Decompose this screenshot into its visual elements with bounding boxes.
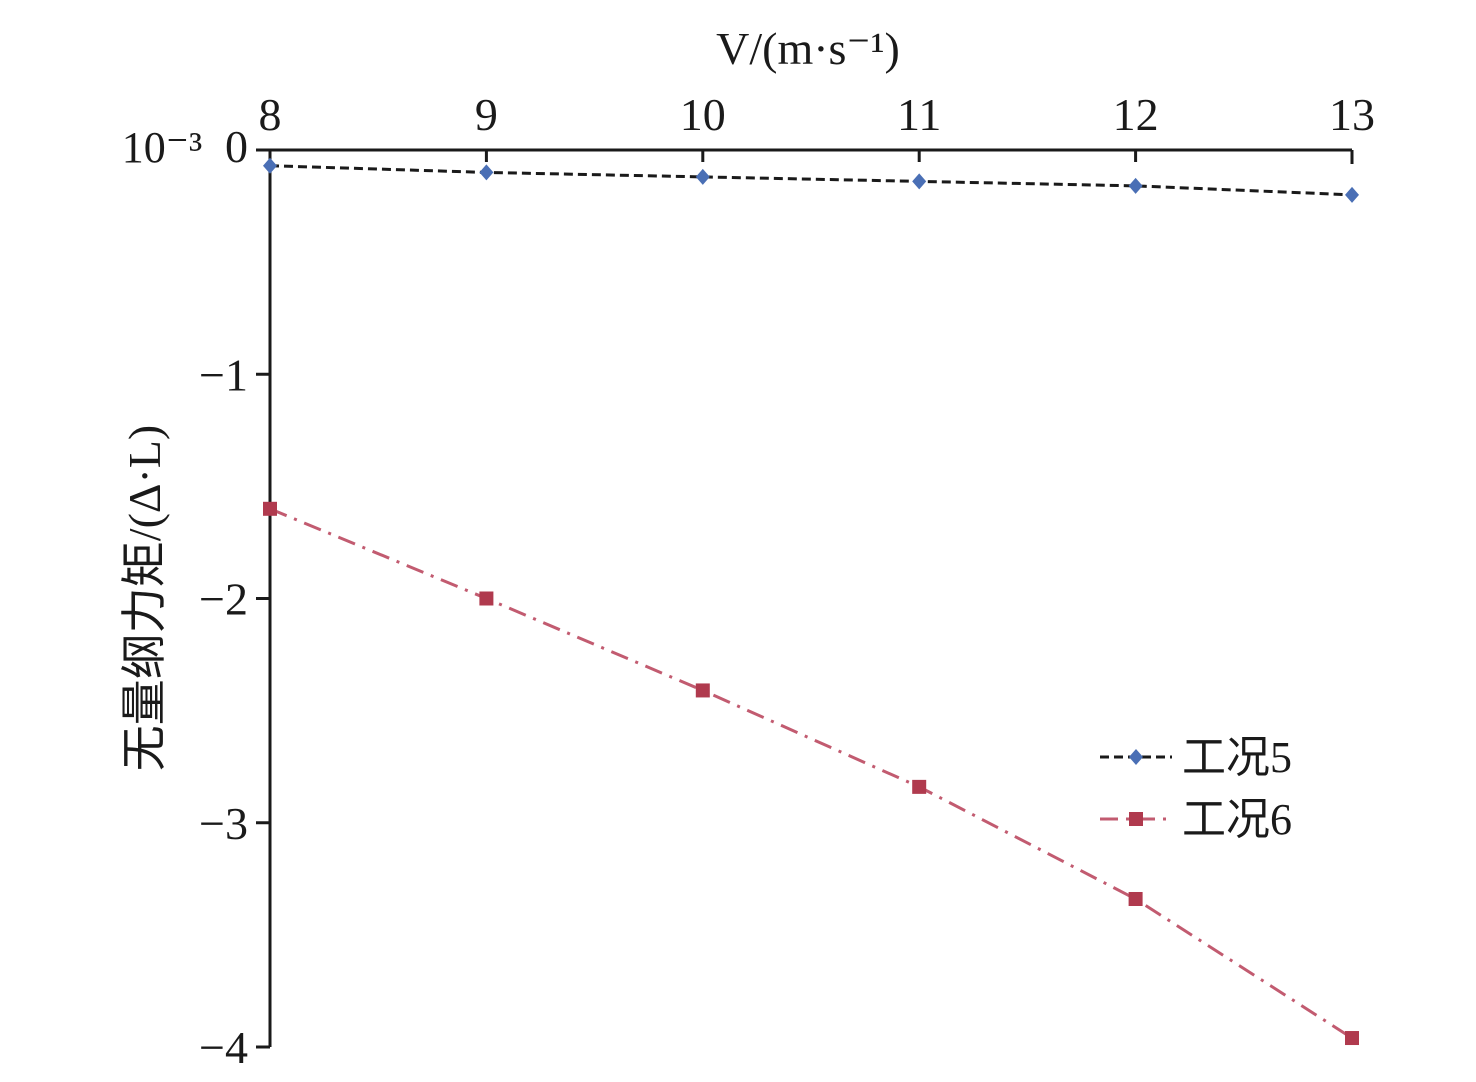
x-tick-label: 12 — [1113, 89, 1159, 140]
y-axis-title: 无量纲力矩/(Δ·L) — [119, 425, 170, 771]
data-point — [695, 683, 710, 698]
x-tick-label: 10 — [680, 89, 726, 140]
x-axis-title: V/(m·s⁻¹) — [716, 23, 900, 74]
y-tick-label: −2 — [199, 574, 248, 625]
x-tick-label: 8 — [259, 89, 282, 140]
y-tick-label: −3 — [199, 798, 248, 849]
data-point — [912, 779, 927, 794]
x-tick-label: 13 — [1329, 89, 1375, 140]
legend-label: 工况5 — [1182, 733, 1292, 782]
data-point — [695, 168, 710, 185]
x-tick-label: 11 — [897, 89, 941, 140]
series-line — [269, 507, 1353, 1040]
series — [263, 157, 1359, 1046]
y-tick-label: 0 — [225, 121, 248, 172]
data-point — [479, 164, 494, 181]
legend-label: 工况6 — [1182, 795, 1292, 844]
data-point — [1128, 177, 1143, 194]
data-point — [263, 157, 277, 174]
data-point — [479, 591, 494, 606]
legend-marker — [1129, 812, 1143, 826]
ticks: 8 9 10 11 12 13 0 −1 −2 −3 −4 — [199, 89, 1375, 1073]
y-scale-label: 10⁻³ — [122, 123, 202, 172]
y-tick-label: −1 — [199, 349, 248, 400]
legend-marker — [1129, 749, 1143, 765]
x-tick-label: 9 — [475, 89, 498, 140]
data-point — [263, 501, 277, 516]
data-point — [1345, 186, 1359, 203]
data-point — [912, 173, 927, 190]
data-point — [1345, 1031, 1359, 1046]
series-line — [269, 164, 1353, 197]
y-tick-label: −4 — [199, 1022, 248, 1073]
data-point — [1128, 891, 1143, 906]
axes — [268, 148, 1354, 1047]
